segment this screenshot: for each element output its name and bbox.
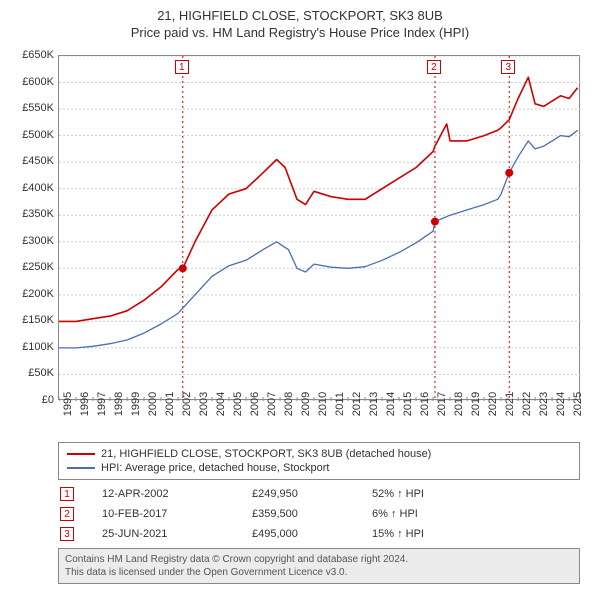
legend-label: HPI: Average price, detached house, Stoc…	[101, 462, 330, 474]
y-tick-label: £400K	[6, 182, 54, 194]
x-tick-label: 2022	[521, 392, 533, 416]
footer-line-1: Contains HM Land Registry data © Crown c…	[65, 553, 573, 566]
x-tick-label: 2012	[351, 392, 363, 416]
footer-line-2: This data is licensed under the Open Gov…	[65, 566, 573, 579]
sale-hpi-delta: 6% ↑ HPI	[372, 508, 492, 520]
footer-attribution: Contains HM Land Registry data © Crown c…	[58, 548, 580, 584]
sale-index-box: 1	[60, 487, 74, 501]
x-tick-label: 1996	[79, 392, 91, 416]
x-tick-label: 2016	[419, 392, 431, 416]
legend-row: HPI: Average price, detached house, Stoc…	[67, 461, 571, 475]
x-tick-label: 2017	[436, 392, 448, 416]
sale-hpi-delta: 52% ↑ HPI	[372, 488, 492, 500]
y-tick-label: £300K	[6, 235, 54, 247]
x-tick-label: 2000	[147, 392, 159, 416]
sale-date: 12-APR-2002	[102, 488, 242, 500]
y-tick-label: £150K	[6, 314, 54, 326]
sale-row: 3 25-JUN-2021 £495,000 15% ↑ HPI	[58, 524, 580, 544]
x-tick-label: 2009	[300, 392, 312, 416]
x-tick-label: 2008	[283, 392, 295, 416]
sales-table: 1 12-APR-2002 £249,950 52% ↑ HPI 2 10-FEB-201…	[58, 484, 580, 544]
x-tick-label: 2011	[334, 392, 346, 416]
x-tick-label: 2001	[164, 392, 176, 416]
annotation-index-box: 3	[501, 60, 515, 74]
x-tick-label: 2007	[266, 392, 278, 416]
x-tick-label: 2025	[572, 392, 584, 416]
y-tick-label: £350K	[6, 208, 54, 220]
sale-hpi-delta: 15% ↑ HPI	[372, 528, 492, 540]
y-tick-label: £600K	[6, 76, 54, 88]
sale-index-box: 3	[60, 527, 74, 541]
y-tick-label: £100K	[6, 341, 54, 353]
legend-label: 21, HIGHFIELD CLOSE, STOCKPORT, SK3 8UB …	[101, 448, 431, 460]
title-block: 21, HIGHFIELD CLOSE, STOCKPORT, SK3 8UB …	[0, 0, 600, 40]
x-tick-label: 1999	[130, 392, 142, 416]
title-line-1: 21, HIGHFIELD CLOSE, STOCKPORT, SK3 8UB	[0, 8, 600, 23]
x-tick-label: 2015	[402, 392, 414, 416]
y-tick-label: £500K	[6, 129, 54, 141]
sale-price: £495,000	[252, 528, 362, 540]
x-tick-label: 1998	[113, 392, 125, 416]
x-tick-label: 2006	[249, 392, 261, 416]
sale-row: 1 12-APR-2002 £249,950 52% ↑ HPI	[58, 484, 580, 504]
x-tick-label: 2014	[385, 392, 397, 416]
legend: 21, HIGHFIELD CLOSE, STOCKPORT, SK3 8UB …	[58, 442, 580, 480]
legend-row: 21, HIGHFIELD CLOSE, STOCKPORT, SK3 8UB …	[67, 447, 571, 461]
sale-row: 2 10-FEB-2017 £359,500 6% ↑ HPI	[58, 504, 580, 524]
title-line-2: Price paid vs. HM Land Registry's House …	[0, 25, 600, 40]
y-tick-label: £450K	[6, 155, 54, 167]
x-tick-label: 2005	[232, 392, 244, 416]
x-tick-label: 2004	[215, 392, 227, 416]
x-tick-label: 2010	[317, 392, 329, 416]
x-tick-label: 2023	[538, 392, 550, 416]
y-tick-label: £250K	[6, 261, 54, 273]
x-tick-label: 2024	[555, 392, 567, 416]
annotation-index-box: 2	[427, 60, 441, 74]
chart-container: 21, HIGHFIELD CLOSE, STOCKPORT, SK3 8UB …	[0, 0, 600, 590]
y-tick-label: £200K	[6, 288, 54, 300]
x-tick-label: 1997	[96, 392, 108, 416]
sale-date: 10-FEB-2017	[102, 508, 242, 520]
sale-date: 25-JUN-2021	[102, 528, 242, 540]
legend-swatch	[67, 453, 95, 455]
x-tick-label: 2021	[504, 392, 516, 416]
plot-area	[58, 55, 580, 400]
legend-swatch	[67, 467, 95, 469]
sale-index-box: 2	[60, 507, 74, 521]
x-tick-label: 2019	[470, 392, 482, 416]
y-tick-label: £50K	[6, 367, 54, 379]
x-tick-label: 2002	[181, 392, 193, 416]
x-tick-label: 1995	[62, 392, 74, 416]
y-tick-label: £0	[6, 394, 54, 406]
annotation-index-box: 1	[175, 60, 189, 74]
y-tick-label: £650K	[6, 49, 54, 61]
sale-price: £359,500	[252, 508, 362, 520]
x-tick-label: 2013	[368, 392, 380, 416]
x-tick-label: 2018	[453, 392, 465, 416]
x-tick-label: 2020	[487, 392, 499, 416]
sale-price: £249,950	[252, 488, 362, 500]
plot-svg	[59, 56, 581, 401]
x-tick-label: 2003	[198, 392, 210, 416]
y-tick-label: £550K	[6, 102, 54, 114]
